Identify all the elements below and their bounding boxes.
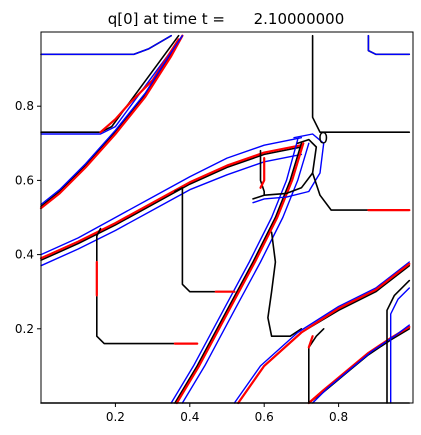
contour-line-blue <box>252 133 325 204</box>
contour-line-black <box>96 227 180 345</box>
x-tick-label: 0.4 <box>180 410 199 424</box>
contour-line-black <box>40 34 180 133</box>
x-tick-label: 0.8 <box>329 410 348 424</box>
contour-line-black <box>40 146 303 261</box>
contour-line-blue <box>367 35 410 55</box>
contour-line-red <box>307 335 314 349</box>
contour-line-black <box>308 328 325 404</box>
contour-line-black <box>367 34 411 56</box>
contour-line-black <box>311 34 411 133</box>
y-tick-label: 0.8 <box>15 99 34 113</box>
plot-frame <box>40 31 414 404</box>
y-tick-label: 0.2 <box>15 322 34 336</box>
contour-line-black <box>311 172 411 211</box>
contour-line-blue <box>170 138 299 404</box>
contour-line-black <box>386 279 411 404</box>
x-tick-label: 0.6 <box>255 410 274 424</box>
y-tick-label: 0.4 <box>15 248 34 262</box>
contour-line-blue <box>40 35 172 55</box>
contour-line-red <box>39 144 303 260</box>
contour-line-black <box>267 231 303 337</box>
chart-title: q[0] at time t = 2.10000000 <box>108 10 345 28</box>
contour-line-blue <box>181 142 310 404</box>
contour-lines <box>39 34 411 405</box>
contour-line-black <box>174 142 303 404</box>
contour-line-blue <box>40 35 184 206</box>
contour-line-red <box>237 262 411 405</box>
contour-line-black <box>174 187 236 293</box>
contour-line-black <box>40 34 172 56</box>
contour-line-red <box>39 34 184 210</box>
y-axis: 0.2 0.4 0.6 0.8 <box>15 99 41 336</box>
contour-line-red <box>175 142 305 405</box>
contour-line-blue <box>40 137 303 256</box>
contour-line-red <box>99 38 180 134</box>
contour-line-blue <box>233 261 410 404</box>
y-tick-label: 0.6 <box>15 173 34 187</box>
annotations: 0 <box>318 128 328 147</box>
x-axis: 0.2 0.4 0.6 0.8 <box>106 403 348 424</box>
contour-line-black <box>252 138 318 200</box>
contour-annotation: 0 <box>318 128 328 147</box>
contour-line-blue <box>40 153 303 267</box>
contour-line-black <box>237 264 411 404</box>
x-tick-label: 0.2 <box>106 410 125 424</box>
contour-line-blue <box>311 324 410 404</box>
contour-line-blue <box>40 35 184 135</box>
contour-line-red <box>259 157 266 189</box>
contour-line-blue <box>390 287 410 404</box>
